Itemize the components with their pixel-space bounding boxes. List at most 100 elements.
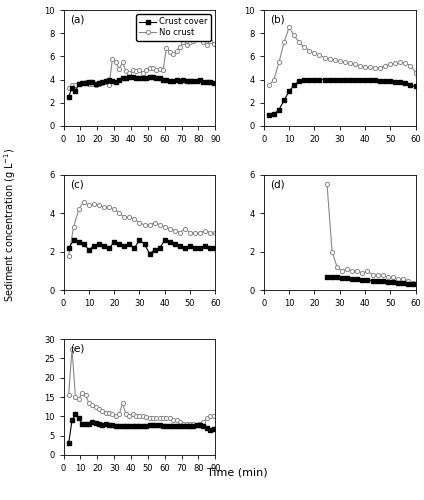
No crust — [271, 76, 276, 82]
No crust — [106, 204, 112, 210]
No crust — [329, 249, 335, 255]
Crust cover — [144, 76, 149, 82]
Crust cover — [117, 76, 122, 82]
No crust — [302, 44, 307, 50]
Crust cover — [302, 76, 307, 82]
Crust cover — [73, 412, 78, 418]
Crust cover — [86, 247, 92, 253]
Crust cover — [71, 237, 76, 243]
No crust — [177, 419, 182, 425]
Crust cover — [112, 239, 117, 245]
Crust cover — [194, 422, 199, 428]
No crust — [378, 65, 383, 71]
No crust — [174, 417, 179, 423]
Crust cover — [80, 421, 85, 427]
No crust — [388, 62, 393, 68]
Crust cover — [375, 278, 380, 284]
No crust — [408, 62, 413, 68]
No crust — [204, 42, 209, 48]
No crust — [403, 60, 408, 66]
No crust — [76, 396, 81, 402]
Crust cover — [360, 277, 365, 283]
Crust cover — [410, 280, 416, 286]
No crust — [134, 68, 139, 74]
Crust cover — [203, 243, 208, 249]
No crust — [182, 226, 187, 232]
Crust cover — [208, 427, 213, 433]
Text: Sediment concentration (g L$^{-1}$): Sediment concentration (g L$^{-1}$) — [3, 148, 19, 302]
Text: (b): (b) — [270, 14, 285, 24]
Crust cover — [137, 237, 142, 243]
No crust — [93, 82, 98, 88]
Crust cover — [174, 76, 179, 82]
No crust — [80, 390, 85, 396]
No crust — [96, 406, 101, 411]
No crust — [347, 60, 352, 66]
Crust cover — [368, 76, 373, 82]
No crust — [355, 268, 360, 274]
No crust — [81, 198, 86, 204]
No crust — [211, 414, 216, 420]
Crust cover — [403, 80, 408, 86]
Crust cover — [86, 421, 92, 427]
Crust cover — [297, 78, 302, 84]
No crust — [113, 59, 118, 65]
Crust cover — [154, 76, 159, 82]
Crust cover — [106, 76, 112, 82]
No crust — [181, 421, 186, 427]
Crust cover — [140, 76, 145, 82]
Crust cover — [120, 423, 125, 429]
Crust cover — [393, 79, 398, 85]
Crust cover — [157, 245, 162, 251]
No crust — [174, 48, 179, 54]
Crust cover — [137, 423, 142, 429]
Crust cover — [170, 423, 176, 429]
Crust cover — [408, 82, 413, 88]
Crust cover — [181, 76, 186, 82]
Text: Time (min): Time (min) — [207, 468, 268, 477]
Crust cover — [147, 250, 152, 256]
No crust — [70, 82, 75, 88]
No crust — [134, 414, 139, 420]
Line: No crust: No crust — [267, 26, 418, 88]
No crust — [332, 57, 337, 63]
Text: (c): (c) — [70, 179, 84, 189]
No crust — [198, 421, 203, 427]
Crust cover — [282, 98, 287, 103]
No crust — [292, 32, 297, 38]
No crust — [103, 79, 108, 85]
No crust — [147, 65, 152, 71]
No crust — [398, 59, 403, 65]
Crust cover — [164, 76, 169, 82]
No crust — [103, 410, 108, 416]
No crust — [170, 51, 176, 57]
No crust — [357, 62, 363, 68]
Crust cover — [134, 423, 139, 429]
No crust — [350, 268, 355, 274]
Crust cover — [76, 416, 81, 422]
Crust cover — [373, 76, 378, 82]
No crust — [90, 81, 95, 87]
Crust cover — [191, 423, 196, 429]
Crust cover — [201, 79, 206, 85]
Crust cover — [395, 280, 400, 285]
Crust cover — [96, 80, 101, 86]
Crust cover — [198, 422, 203, 428]
No crust — [198, 36, 203, 42]
No crust — [352, 62, 357, 68]
No crust — [194, 422, 199, 428]
Crust cover — [151, 74, 156, 80]
No crust — [297, 40, 302, 46]
Crust cover — [110, 78, 115, 84]
Line: No crust: No crust — [67, 37, 216, 90]
Crust cover — [266, 112, 271, 118]
Crust cover — [167, 239, 172, 245]
No crust — [413, 70, 418, 75]
Crust cover — [142, 241, 147, 247]
No crust — [66, 392, 71, 398]
No crust — [345, 266, 350, 272]
Crust cover — [90, 419, 95, 425]
Crust cover — [127, 423, 132, 429]
No crust — [198, 230, 203, 235]
Crust cover — [322, 76, 327, 82]
